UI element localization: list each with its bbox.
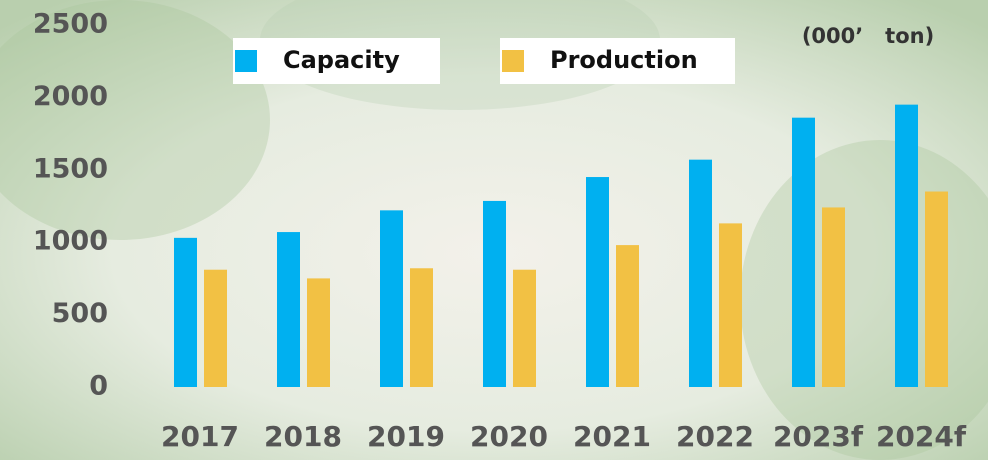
bar xyxy=(380,210,403,387)
x-tick-label: 2024f xyxy=(876,420,967,453)
bar xyxy=(689,159,712,387)
x-tick-label: 2023f xyxy=(773,420,864,453)
bar xyxy=(410,268,433,387)
x-tick-label: 2017 xyxy=(161,420,239,453)
bar xyxy=(586,177,609,387)
legend-swatch xyxy=(235,50,257,72)
bar xyxy=(616,245,639,387)
bar xyxy=(822,207,845,387)
bar xyxy=(513,269,536,387)
y-tick-label: 2500 xyxy=(33,9,108,40)
y-tick-label: 1500 xyxy=(33,153,108,184)
unit-label: (000’ ton) xyxy=(802,24,934,48)
bar xyxy=(307,278,330,387)
bar xyxy=(204,269,227,387)
y-tick-label: 0 xyxy=(89,371,108,402)
x-tick-label: 2018 xyxy=(264,420,342,453)
bar xyxy=(792,117,815,387)
legend-swatch xyxy=(502,50,524,72)
x-tick-label: 2019 xyxy=(367,420,445,453)
bar xyxy=(277,232,300,387)
legend-box xyxy=(500,38,735,84)
bar xyxy=(174,237,197,387)
bar xyxy=(719,223,742,387)
x-tick-label: 2020 xyxy=(470,420,548,453)
bar xyxy=(483,200,506,387)
y-tick-label: 500 xyxy=(52,298,108,329)
legend-label: Capacity xyxy=(283,46,400,74)
y-tick-label: 2000 xyxy=(33,81,108,112)
y-tick-label: 1000 xyxy=(33,226,108,257)
bar xyxy=(895,104,918,387)
bar xyxy=(925,191,948,387)
legend-box xyxy=(233,38,440,84)
x-tick-label: 2021 xyxy=(573,420,651,453)
x-tick-label: 2022 xyxy=(676,420,754,453)
legend-label: Production xyxy=(550,46,698,74)
background-foliage xyxy=(0,0,270,240)
